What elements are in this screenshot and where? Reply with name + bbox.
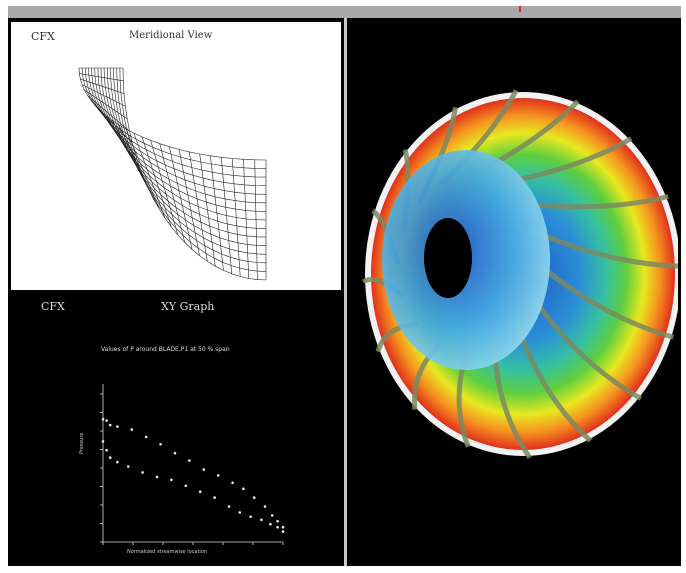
meridional-app-label: CFX bbox=[31, 30, 55, 43]
data-point-series-2 bbox=[101, 440, 105, 443]
mesh-crossline bbox=[79, 73, 124, 82]
data-point-series-1 bbox=[173, 451, 177, 455]
xy-chart bbox=[100, 384, 285, 545]
data-point-series-1 bbox=[242, 487, 245, 490]
data-point-series-2 bbox=[155, 475, 159, 479]
data-point-series-2 bbox=[260, 518, 263, 522]
xy-graph-panel[interactable]: CFX XY Graph Values of P around BLADE.P1… bbox=[11, 294, 341, 562]
data-point-series-1 bbox=[276, 520, 279, 523]
mesh-crossline bbox=[84, 89, 128, 119]
mesh-crossline bbox=[178, 149, 200, 256]
mesh-crossline bbox=[243, 159, 250, 279]
meridional-view-panel[interactable]: CFX Meridional View bbox=[11, 22, 341, 290]
data-point-series-1 bbox=[188, 459, 191, 462]
data-point-series-2 bbox=[227, 505, 231, 508]
data-point-series-2 bbox=[269, 522, 272, 526]
data-point-series-1 bbox=[130, 428, 134, 431]
panel-divider[interactable] bbox=[344, 18, 347, 566]
mesh-crossline bbox=[133, 132, 166, 219]
data-point-series-2 bbox=[105, 448, 108, 452]
chart-title: Values of P around BLADE.P1 at 50 % span bbox=[101, 346, 230, 353]
mesh-streamline bbox=[107, 67, 267, 238]
data-point-series-2 bbox=[184, 484, 188, 488]
cfx-viewer-frame: CFX Meridional View CFX XY Graph Values … bbox=[8, 18, 681, 566]
impeller-render bbox=[361, 89, 678, 460]
impeller-3d-view[interactable] bbox=[348, 22, 678, 562]
mesh-crossline bbox=[188, 151, 208, 262]
data-point-series-1 bbox=[216, 474, 220, 477]
mesh-crossline bbox=[81, 84, 126, 107]
data-point-series-1 bbox=[202, 468, 206, 471]
data-point-series-2 bbox=[116, 460, 119, 464]
data-point-series-1 bbox=[108, 423, 112, 427]
meridional-view-title: Meridional View bbox=[129, 30, 213, 41]
mesh-crossline bbox=[159, 143, 186, 243]
mesh-crossline bbox=[90, 100, 133, 144]
mesh-crossline bbox=[220, 157, 233, 274]
data-point-series-1 bbox=[270, 514, 274, 517]
data-point-series-1 bbox=[231, 481, 234, 485]
data-point-series-1 bbox=[159, 443, 162, 446]
meridional-mesh bbox=[78, 67, 267, 281]
impeller-blade bbox=[531, 228, 678, 269]
data-point-series-1 bbox=[281, 525, 285, 529]
impeller-eye bbox=[424, 218, 472, 298]
mesh-crossline bbox=[254, 159, 258, 280]
data-point-series-2 bbox=[126, 465, 130, 468]
mesh-crossline bbox=[125, 128, 160, 209]
data-point-series-2 bbox=[276, 525, 279, 529]
mesh-streamline bbox=[88, 67, 267, 186]
mesh-crossline bbox=[111, 120, 149, 189]
mesh-streamline bbox=[100, 67, 267, 221]
data-point-series-1 bbox=[263, 505, 267, 508]
impeller-blade bbox=[530, 295, 643, 401]
mesh-crossline bbox=[141, 136, 172, 227]
data-point-series-1 bbox=[252, 496, 256, 499]
data-point-series-1 bbox=[105, 419, 108, 422]
mesh-streamline bbox=[113, 67, 267, 255]
data-point-series-2 bbox=[108, 456, 112, 459]
mesh-crossline bbox=[199, 153, 216, 267]
mesh-crossline bbox=[87, 95, 130, 132]
xy-view-title: XY Graph bbox=[161, 300, 215, 313]
data-point-series-2 bbox=[213, 496, 216, 499]
impeller-blade bbox=[536, 262, 674, 340]
data-point-series-1 bbox=[116, 425, 119, 428]
data-point-series-2 bbox=[249, 515, 252, 519]
mesh-crossline bbox=[231, 158, 241, 277]
title-bar-marker bbox=[519, 6, 521, 12]
mesh-crossline bbox=[118, 124, 154, 199]
data-point-series-2 bbox=[198, 490, 202, 493]
mesh-crossline bbox=[80, 78, 125, 94]
data-point-series-2 bbox=[141, 471, 144, 474]
data-point-series-2 bbox=[238, 511, 242, 514]
data-point-series-1 bbox=[101, 417, 105, 421]
mesh-crossline bbox=[150, 140, 179, 235]
mesh-crossline bbox=[168, 146, 193, 250]
data-point-series-2 bbox=[281, 530, 285, 533]
data-point-series-1 bbox=[144, 435, 148, 439]
data-point-series-2 bbox=[170, 478, 173, 482]
xy-app-label: CFX bbox=[41, 300, 65, 313]
mesh-crossline bbox=[210, 155, 224, 271]
x-axis-label: Normalized streamwise location bbox=[127, 549, 208, 555]
